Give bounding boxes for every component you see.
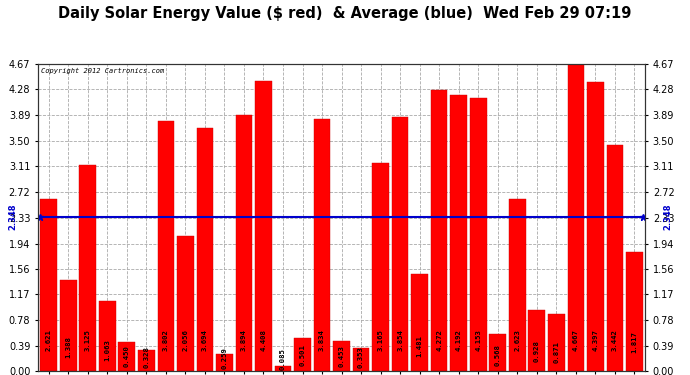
Text: 4.397: 4.397 (592, 330, 598, 351)
Bar (314, 119, 331, 371)
Text: 1.063: 1.063 (104, 339, 110, 361)
Text: 2.348: 2.348 (663, 203, 673, 230)
Text: 3.165: 3.165 (377, 330, 384, 351)
Text: 0.328: 0.328 (144, 346, 149, 368)
Text: 3.802: 3.802 (163, 330, 169, 351)
Bar (431, 90, 448, 371)
Bar (333, 341, 350, 371)
Text: 2.056: 2.056 (182, 330, 188, 351)
Text: 1.817: 1.817 (631, 332, 638, 353)
Text: 2.623: 2.623 (514, 330, 520, 351)
Text: 1.388: 1.388 (66, 336, 71, 357)
Bar (138, 350, 155, 371)
Text: 3.834: 3.834 (319, 330, 325, 351)
Text: 0.501: 0.501 (299, 344, 306, 366)
Bar (177, 236, 194, 371)
Bar (392, 117, 408, 371)
Bar (235, 115, 253, 371)
Text: 3.694: 3.694 (202, 330, 208, 351)
Text: 0.085: 0.085 (280, 348, 286, 370)
Text: 0.259: 0.259 (221, 347, 228, 369)
Bar (529, 310, 545, 371)
Text: 3.894: 3.894 (241, 330, 247, 351)
Text: 0.928: 0.928 (534, 340, 540, 362)
Bar (411, 274, 428, 371)
Bar (353, 348, 369, 371)
Text: 4.667: 4.667 (573, 330, 579, 351)
Text: 0.450: 0.450 (124, 345, 130, 367)
Text: 3.854: 3.854 (397, 330, 403, 351)
Bar (41, 199, 57, 371)
Text: 3.125: 3.125 (85, 330, 91, 351)
Bar (119, 342, 135, 371)
Bar (568, 64, 584, 371)
Bar (294, 338, 310, 371)
Text: 0.871: 0.871 (553, 341, 560, 363)
Bar (587, 82, 604, 371)
Text: 0.353: 0.353 (358, 346, 364, 368)
Bar (509, 198, 526, 371)
Text: Daily Solar Energy Value ($ red)  & Average (blue)  Wed Feb 29 07:19: Daily Solar Energy Value ($ red) & Avera… (59, 6, 631, 21)
Bar (626, 252, 642, 371)
Text: Copyright 2012 Cartronics.com: Copyright 2012 Cartronics.com (41, 68, 164, 75)
Bar (489, 334, 506, 371)
Bar (548, 314, 564, 371)
Bar (470, 98, 486, 371)
Text: 2.348: 2.348 (8, 203, 17, 230)
Text: 4.192: 4.192 (455, 330, 462, 351)
Bar (607, 145, 623, 371)
Bar (216, 354, 233, 371)
Text: 2.621: 2.621 (46, 330, 52, 351)
Bar (157, 121, 174, 371)
Text: 4.272: 4.272 (436, 330, 442, 351)
Bar (79, 165, 96, 371)
Text: 0.568: 0.568 (495, 344, 501, 366)
Bar (60, 280, 77, 371)
Text: 3.442: 3.442 (612, 330, 618, 351)
Text: 4.408: 4.408 (260, 330, 266, 351)
Bar (275, 366, 291, 371)
Bar (451, 95, 467, 371)
Bar (197, 128, 213, 371)
Bar (373, 163, 389, 371)
Bar (255, 81, 272, 371)
Text: 4.153: 4.153 (475, 330, 481, 351)
Text: 0.453: 0.453 (339, 345, 344, 367)
Text: 1.481: 1.481 (417, 335, 423, 357)
Bar (99, 301, 115, 371)
